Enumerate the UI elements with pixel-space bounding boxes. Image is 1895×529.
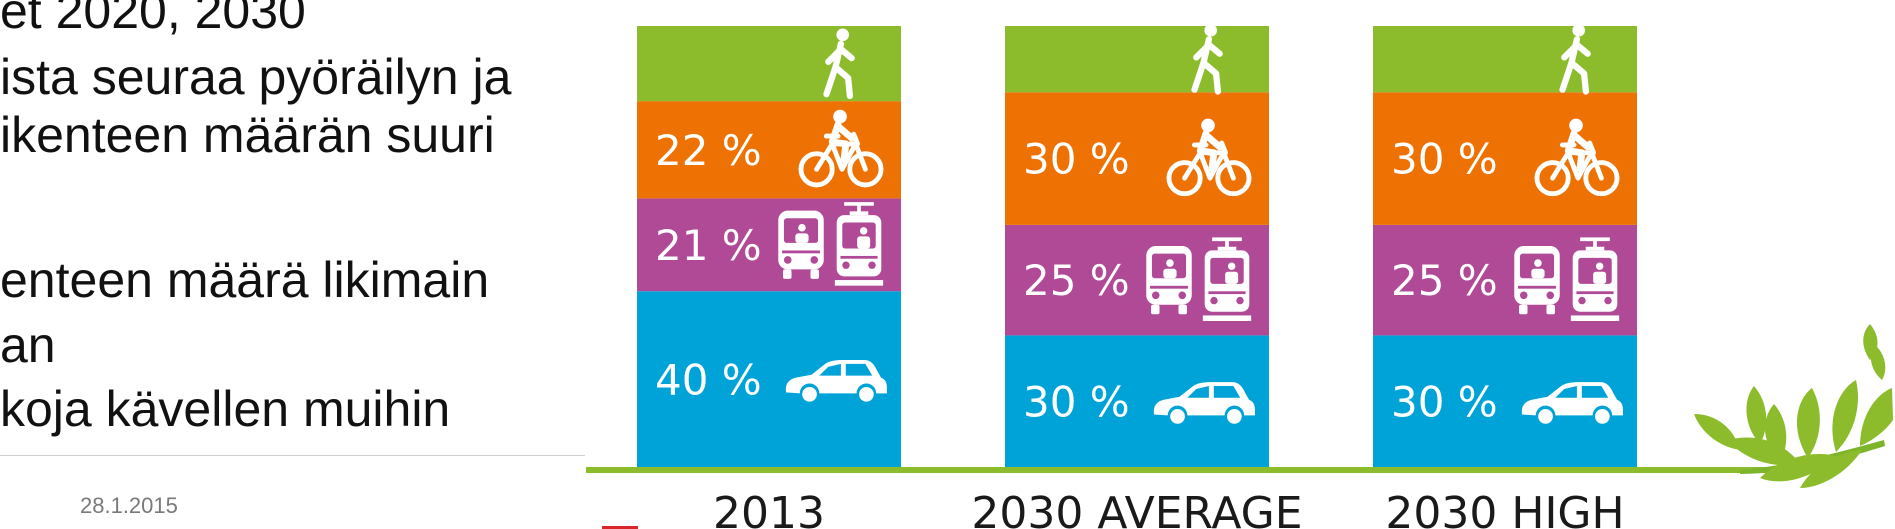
slide-text-line: ikenteen määrän suuri <box>0 107 495 163</box>
bus-and-tram-icon <box>833 202 885 288</box>
bar-stack: 40 % 21 % 22 % <box>637 26 901 468</box>
chart-bars: 40 % 21 % 22 % 30 % 25 % 30 % 30 % 25 % 30 % <box>637 24 1637 468</box>
data-label-bike: 30 % <box>1023 135 1130 184</box>
data-label-bike: 22 % <box>655 126 762 175</box>
slide-text-line: ista seuraa pyöräilyn ja <box>0 49 512 105</box>
ground-line-with-branch <box>586 324 1893 488</box>
bar-stack: 30 % 25 % 30 % <box>1005 24 1269 468</box>
data-label-transit: 21 % <box>655 221 762 270</box>
data-label-car: 30 % <box>1391 378 1498 427</box>
bus-and-tram-icon <box>1201 237 1253 323</box>
data-label-transit: 25 % <box>1023 256 1130 305</box>
slide-text-line: an <box>0 317 56 373</box>
ground-line <box>586 467 1786 473</box>
slide-text-line: et 2020, 2030 <box>0 0 306 39</box>
category-label: 2013 <box>713 488 825 529</box>
slide-text-line: koja kävellen muihin <box>0 381 451 437</box>
bus-and-tram-icon <box>1146 246 1192 315</box>
bar-segment-walk <box>637 26 901 102</box>
bus-and-tram-icon <box>778 210 824 279</box>
bar-segment-walk <box>1005 26 1269 93</box>
bar-stack: 30 % 25 % 30 % <box>1373 24 1637 468</box>
bus-and-tram-icon <box>1569 237 1621 323</box>
data-label-transit: 25 % <box>1391 256 1498 305</box>
branch-stem <box>1740 440 1885 474</box>
data-label-bike: 30 % <box>1391 135 1498 184</box>
footer-divider <box>0 455 585 456</box>
bus-and-tram-icon <box>1514 246 1560 315</box>
footer-date: 28.1.2015 <box>80 493 178 518</box>
data-label-car: 40 % <box>655 356 762 405</box>
category-label: 2030 HIGH <box>1385 488 1624 529</box>
leaves-decoration <box>1694 324 1893 488</box>
category-axis: 2013 2030 AVERAGE 2030 HIGH <box>713 488 1625 529</box>
data-label-car: 30 % <box>1023 378 1130 427</box>
bar-segment-walk <box>1373 26 1637 93</box>
category-label: 2030 AVERAGE <box>971 488 1302 529</box>
slide-text-line: enteen määrä likimain <box>0 252 490 308</box>
brand-mark <box>602 526 638 529</box>
